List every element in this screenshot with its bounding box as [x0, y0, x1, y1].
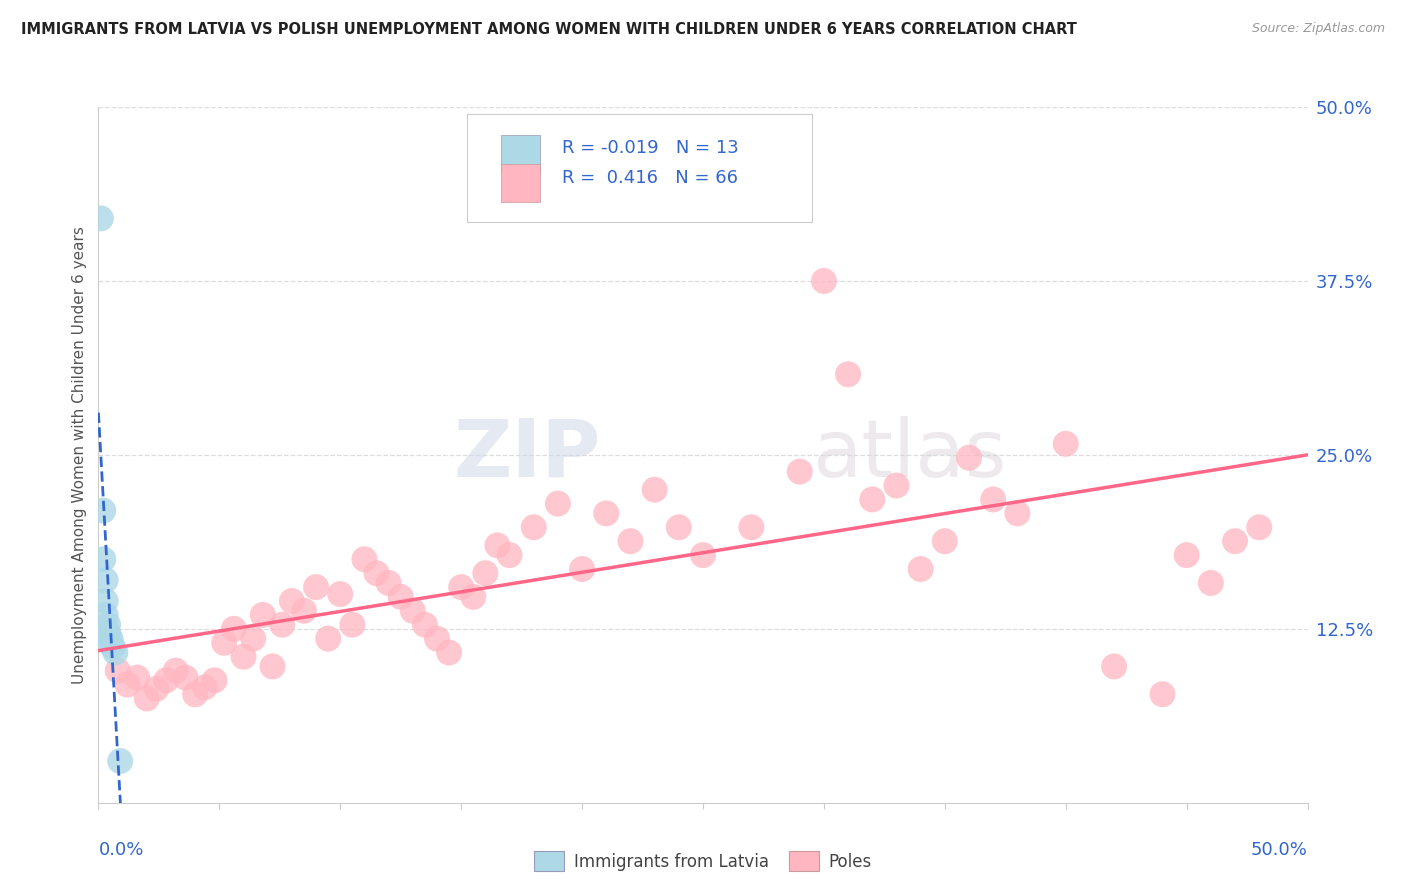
Point [232, 649, 254, 664]
Point [194, 681, 217, 695]
Point [184, 687, 207, 701]
Point [94, 607, 117, 622]
Point [765, 190, 787, 204]
Point [837, 368, 859, 382]
Point [127, 671, 149, 685]
Point [242, 632, 264, 646]
Point [252, 607, 274, 622]
Point [271, 617, 294, 632]
Point [389, 590, 412, 604]
Point [692, 548, 714, 562]
Point [463, 590, 485, 604]
Point [117, 677, 139, 691]
Point [107, 664, 129, 678]
Point [204, 673, 226, 688]
Point [595, 507, 617, 521]
Point [135, 691, 157, 706]
Point [353, 552, 375, 566]
Legend: Immigrants from Latvia, Poles: Immigrants from Latvia, Poles [527, 845, 879, 878]
Text: R = -0.019   N = 13: R = -0.019 N = 13 [561, 139, 738, 157]
Text: atlas: atlas [811, 416, 1007, 494]
Point [1102, 659, 1125, 673]
Point [1152, 687, 1174, 701]
Point [90, 211, 112, 226]
Text: 0.0%: 0.0% [98, 841, 143, 859]
Point [212, 636, 235, 650]
Point [571, 562, 593, 576]
Point [100, 637, 122, 651]
Point [94, 594, 117, 608]
Point [886, 478, 908, 492]
Text: Source: ZipAtlas.com: Source: ZipAtlas.com [1251, 22, 1385, 36]
Point [437, 646, 460, 660]
Point [547, 497, 569, 511]
Y-axis label: Unemployment Among Women with Children Under 6 years: Unemployment Among Women with Children U… [72, 226, 87, 684]
Point [97, 626, 120, 640]
Point [1249, 520, 1271, 534]
Point [145, 681, 167, 696]
Point [426, 632, 449, 646]
Point [450, 580, 472, 594]
Point [1175, 548, 1198, 562]
Point [104, 646, 127, 660]
Point [97, 617, 120, 632]
Point [94, 573, 117, 587]
Point [1007, 507, 1029, 521]
Point [262, 659, 284, 673]
Point [342, 617, 364, 632]
Point [740, 520, 762, 534]
Text: IMMIGRANTS FROM LATVIA VS POLISH UNEMPLOYMENT AMONG WOMEN WITH CHILDREN UNDER 6 : IMMIGRANTS FROM LATVIA VS POLISH UNEMPLO… [21, 22, 1077, 37]
Bar [501, 135, 540, 173]
Point [108, 754, 131, 768]
Point [981, 492, 1004, 507]
Point [316, 632, 339, 646]
Point [474, 566, 496, 581]
Point [644, 483, 666, 497]
Point [1223, 534, 1246, 549]
Point [413, 617, 436, 632]
Point [668, 520, 690, 534]
Point [957, 450, 980, 465]
Text: R =  0.416   N = 66: R = 0.416 N = 66 [561, 169, 738, 186]
Point [155, 673, 177, 688]
Point [402, 604, 425, 618]
Point [1199, 576, 1222, 591]
Point [91, 552, 114, 566]
Point [366, 566, 388, 581]
Point [619, 534, 641, 549]
Point [281, 594, 304, 608]
Point [377, 576, 399, 591]
Point [222, 622, 245, 636]
Point [101, 640, 124, 654]
Point [789, 465, 811, 479]
Point [91, 503, 114, 517]
Point [1054, 437, 1077, 451]
Point [860, 492, 883, 507]
Point [329, 587, 352, 601]
Text: 50.0%: 50.0% [1251, 841, 1308, 859]
Point [305, 580, 328, 594]
Point [813, 274, 835, 288]
Point [910, 562, 932, 576]
Text: ZIP: ZIP [453, 416, 600, 494]
Point [498, 548, 520, 562]
FancyBboxPatch shape [467, 114, 811, 222]
Point [100, 632, 122, 646]
Point [934, 534, 956, 549]
Point [486, 538, 509, 552]
Bar [501, 164, 540, 202]
Point [292, 604, 315, 618]
Point [174, 671, 197, 685]
Point [523, 520, 546, 534]
Point [165, 664, 187, 678]
